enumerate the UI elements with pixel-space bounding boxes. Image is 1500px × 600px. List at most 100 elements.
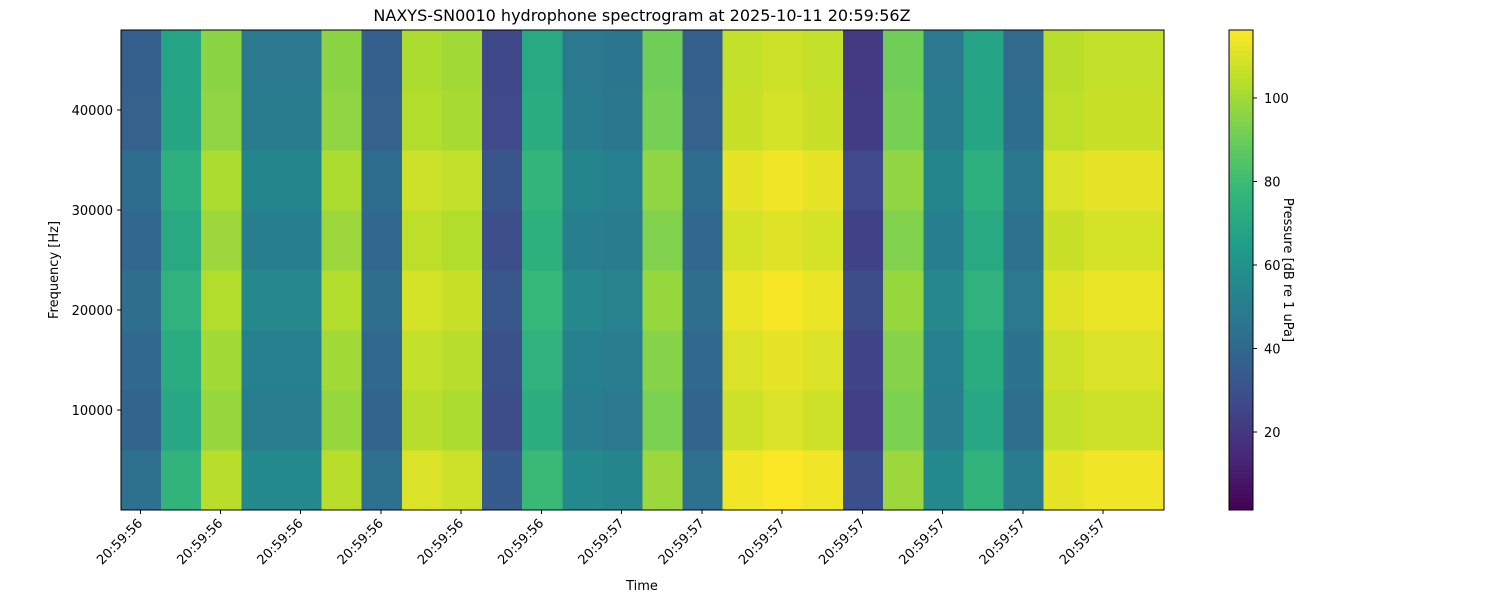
heatmap-cell	[121, 270, 162, 331]
colorbar-segment	[1229, 54, 1253, 59]
heatmap-cell	[963, 330, 1005, 391]
colorbar-segment	[1229, 66, 1253, 71]
heatmap-cell	[762, 390, 804, 451]
colorbar-tick-label: 60	[1264, 259, 1281, 274]
heatmap-cell	[522, 270, 563, 331]
heatmap-cell	[401, 30, 443, 91]
heatmap-cell	[602, 210, 643, 271]
heatmap-cell	[923, 450, 964, 511]
heatmap-cell	[321, 30, 363, 91]
colorbar-segment	[1229, 278, 1253, 283]
colorbar-segment	[1229, 78, 1253, 83]
colorbar-segment	[1229, 210, 1253, 215]
colorbar-segment	[1229, 162, 1253, 167]
heatmap-cell	[1043, 30, 1085, 91]
colorbar-segment	[1229, 474, 1253, 479]
colorbar-segment	[1229, 186, 1253, 191]
heatmap-cell	[843, 150, 884, 211]
colorbar-segment	[1229, 350, 1253, 355]
heatmap-cell	[522, 90, 563, 151]
y-tick-label: 40000	[72, 104, 113, 119]
colorbar-segment	[1229, 166, 1253, 171]
colorbar-segment	[1229, 402, 1253, 407]
colorbar-segment	[1229, 490, 1253, 495]
colorbar-segment	[1229, 398, 1253, 403]
heatmap-cell	[682, 330, 724, 391]
colorbar-segment	[1229, 90, 1253, 95]
heatmap-cell	[482, 450, 523, 511]
heatmap-cell	[482, 330, 523, 391]
heatmap-cell	[642, 330, 684, 391]
colorbar-segment	[1229, 354, 1253, 359]
heatmap-cell	[522, 330, 563, 391]
colorbar-segment	[1229, 314, 1253, 319]
heatmap-cell	[482, 270, 523, 331]
colorbar-segment	[1229, 454, 1253, 459]
colorbar-segment	[1229, 410, 1253, 415]
heatmap-cell	[121, 330, 162, 391]
colorbar-segment	[1229, 318, 1253, 323]
colorbar-segment	[1229, 114, 1253, 119]
heatmap-cell	[1043, 150, 1085, 211]
heatmap-cell	[1123, 210, 1165, 271]
colorbar-segment	[1229, 234, 1253, 239]
heatmap-cell	[1083, 390, 1125, 451]
heatmap-cell	[642, 150, 684, 211]
heatmap-cell	[1123, 90, 1165, 151]
heatmap-cell	[1123, 390, 1165, 451]
heatmap-cell	[482, 90, 523, 151]
heatmap-cell	[441, 270, 483, 331]
heatmap-cell	[321, 450, 363, 511]
heatmap-cell	[201, 390, 242, 451]
heatmap-cell	[883, 210, 924, 271]
heatmap-cell	[321, 330, 363, 391]
heatmap-cell	[682, 450, 724, 511]
heatmap-cell	[281, 390, 323, 451]
heatmap-cell	[1083, 270, 1125, 331]
y-tick-label: 20000	[72, 304, 113, 319]
heatmap-cell	[281, 150, 323, 211]
heatmap-cell	[682, 90, 724, 151]
colorbar-segment	[1229, 246, 1253, 251]
colorbar-segment	[1229, 358, 1253, 363]
colorbar-segment	[1229, 146, 1253, 151]
colorbar-segment	[1229, 306, 1253, 311]
colorbar-segment	[1229, 218, 1253, 223]
heatmap-cell	[843, 210, 884, 271]
colorbar-segment	[1229, 86, 1253, 91]
heatmap-cell	[602, 30, 643, 91]
heatmap-cell	[161, 90, 202, 151]
heatmap-cell	[762, 210, 804, 271]
heatmap-cell	[1003, 90, 1045, 151]
colorbar-segment	[1229, 206, 1253, 211]
colorbar-segment	[1229, 446, 1253, 451]
heatmap-cell	[441, 390, 483, 451]
colorbar-segment	[1229, 62, 1253, 67]
heatmap-cell	[522, 210, 563, 271]
colorbar-segment	[1229, 302, 1253, 307]
heatmap-cell	[762, 150, 804, 211]
heatmap-cell	[482, 210, 523, 271]
heatmap-cell	[762, 450, 804, 511]
heatmap-cell	[883, 450, 924, 511]
heatmap-cell	[602, 450, 643, 511]
heatmap-cell	[843, 90, 884, 151]
heatmap-cell	[241, 390, 282, 451]
colorbar-segment	[1229, 190, 1253, 195]
colorbar-segment	[1229, 182, 1253, 187]
heatmap-cell	[1003, 150, 1045, 211]
heatmap-cell	[923, 270, 964, 331]
colorbar-segment	[1229, 106, 1253, 111]
x-axis-label: Time	[625, 579, 658, 594]
heatmap-cell	[722, 330, 764, 391]
heatmap-cell	[441, 90, 483, 151]
heatmap-cell	[321, 150, 363, 211]
colorbar-segment	[1229, 138, 1253, 143]
heatmap-cell	[361, 450, 403, 511]
heatmap-cell	[1003, 30, 1045, 91]
colorbar-segment	[1229, 426, 1253, 431]
heatmap-cell	[401, 390, 443, 451]
heatmap-cell	[401, 450, 443, 511]
heatmap-cell	[843, 450, 884, 511]
heatmap-cell	[441, 150, 483, 211]
